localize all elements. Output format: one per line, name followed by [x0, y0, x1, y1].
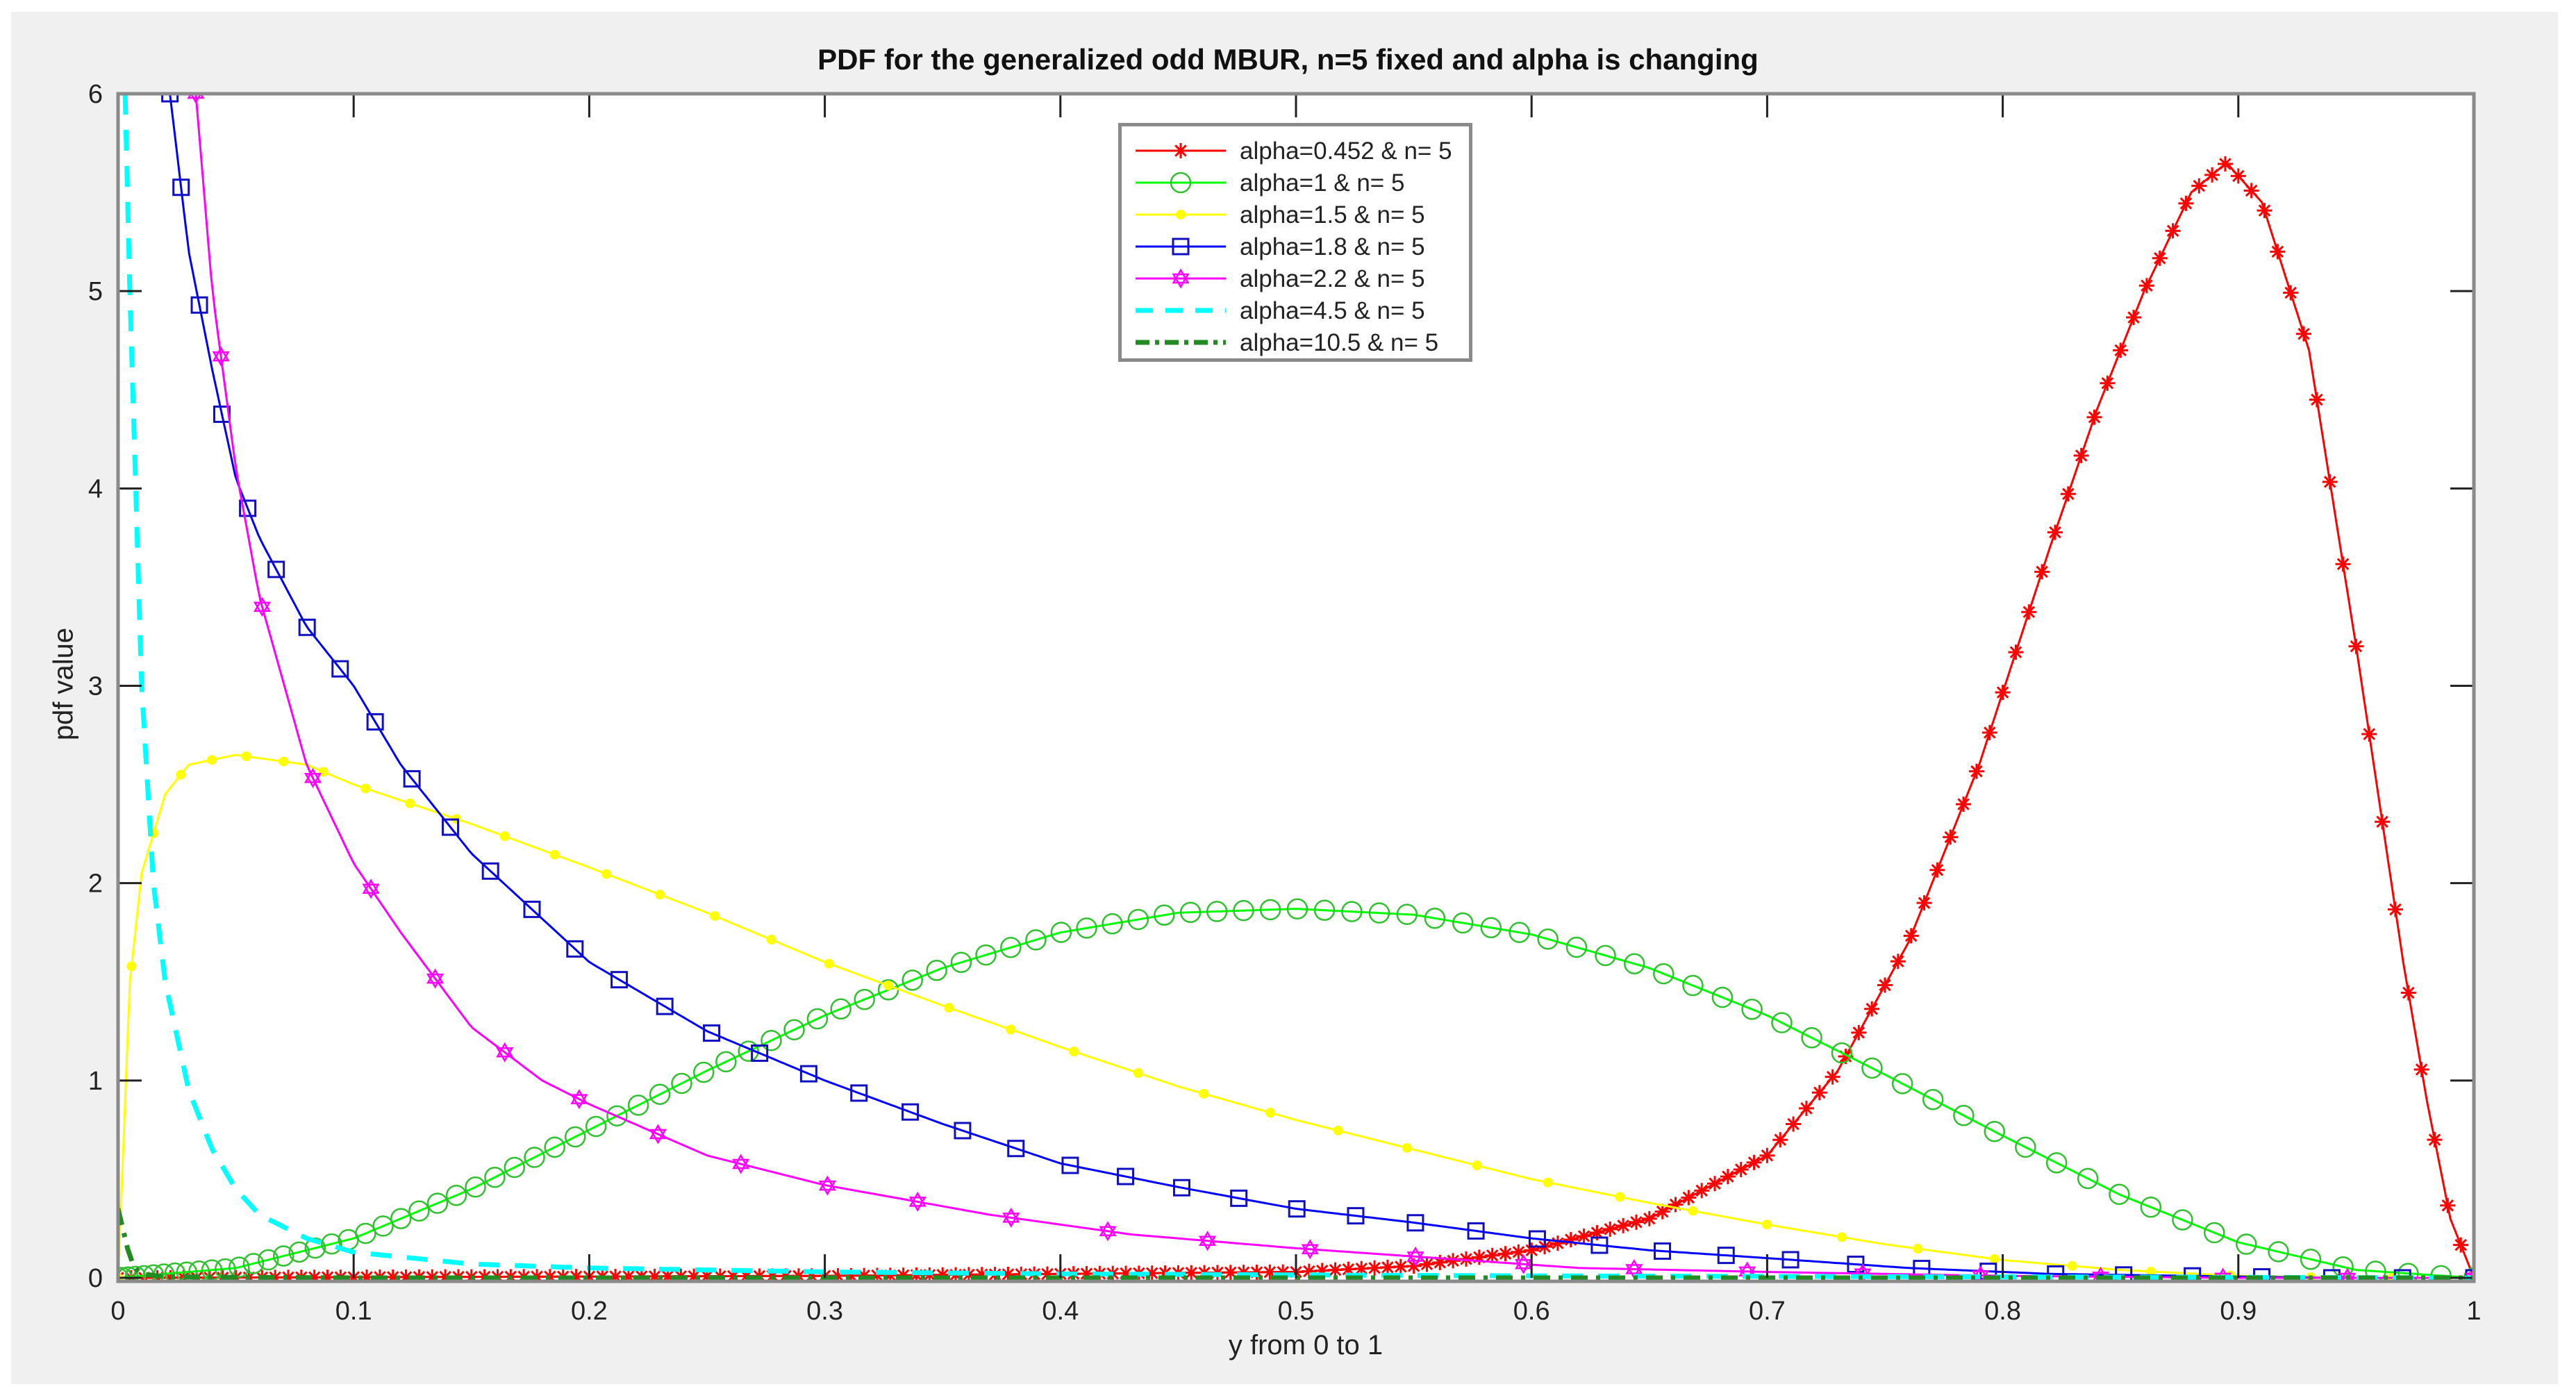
- legend-entry: alpha=2.2 & n= 5: [1122, 263, 1469, 296]
- y-tick-label: 4: [88, 474, 103, 504]
- x-tick-label: 0.8: [1984, 1297, 2021, 1326]
- x-tick-label: 0.6: [1513, 1297, 1550, 1326]
- legend-label: alpha=10.5 & n= 5: [1240, 329, 1439, 356]
- legend-label: alpha=2.2 & n= 5: [1240, 265, 1425, 292]
- y-tick-label: 2: [88, 869, 103, 899]
- legend-label: alpha=1.5 & n= 5: [1240, 201, 1425, 228]
- series-6: [118, 1208, 2474, 1281]
- legend-label: alpha=4.5 & n= 5: [1240, 297, 1425, 324]
- x-axis-label: y from 0 to 1: [1228, 1330, 1383, 1360]
- legend-label: alpha=1 & n= 5: [1240, 169, 1405, 197]
- legend-entry: alpha=10.5 & n= 5: [1122, 326, 1469, 360]
- series-5: [122, 94, 2474, 1281]
- y-tick-label: 6: [88, 80, 103, 109]
- legend-entry: alpha=4.5 & n= 5: [1122, 294, 1469, 328]
- legend-swatch-icon: [1136, 172, 1226, 194]
- legend-entry: alpha=1 & n= 5: [1122, 167, 1469, 200]
- x-tick-label: 0.7: [1749, 1297, 1786, 1326]
- legend-swatch-icon: [1136, 143, 1226, 158]
- legend-entry: alpha=0.452 & n= 5: [1122, 135, 1469, 168]
- x-tick-label: 0.3: [806, 1297, 843, 1326]
- x-tick-label: 1: [2466, 1297, 2481, 1326]
- legend-label: alpha=0.452 & n= 5: [1240, 138, 1452, 165]
- chart-title: PDF for the generalized odd MBUR, n=5 fi…: [817, 43, 1759, 76]
- legend: alpha=0.452 & n= 5 alpha=1 & n= 5 alpha=1.…: [1118, 123, 1472, 362]
- legend-swatch-icon: [1136, 268, 1226, 289]
- legend-swatch-icon: [1136, 340, 1226, 345]
- x-tick-label: 0: [110, 1297, 125, 1326]
- legend-swatch-icon: [1136, 238, 1226, 256]
- legend-swatch-icon: [1136, 308, 1226, 313]
- y-tick-label: 0: [88, 1264, 103, 1293]
- legend-entry: alpha=1.5 & n= 5: [1122, 199, 1469, 232]
- x-tick-label: 0.1: [335, 1297, 372, 1326]
- legend-entry: alpha=1.8 & n= 5: [1122, 231, 1469, 264]
- legend-label: alpha=1.8 & n= 5: [1240, 233, 1425, 260]
- legend-swatch-icon: [1136, 210, 1226, 219]
- x-tick-label: 0.4: [1042, 1297, 1079, 1326]
- x-tick-label: 0.5: [1278, 1297, 1315, 1326]
- y-tick-label: 3: [88, 672, 103, 701]
- x-tick-label: 0.9: [2220, 1297, 2257, 1326]
- x-tick-label: 0.2: [571, 1297, 608, 1326]
- y-tick-label: 1: [88, 1067, 103, 1096]
- axes-frame: [116, 92, 2476, 1283]
- y-tick-label: 5: [88, 277, 103, 306]
